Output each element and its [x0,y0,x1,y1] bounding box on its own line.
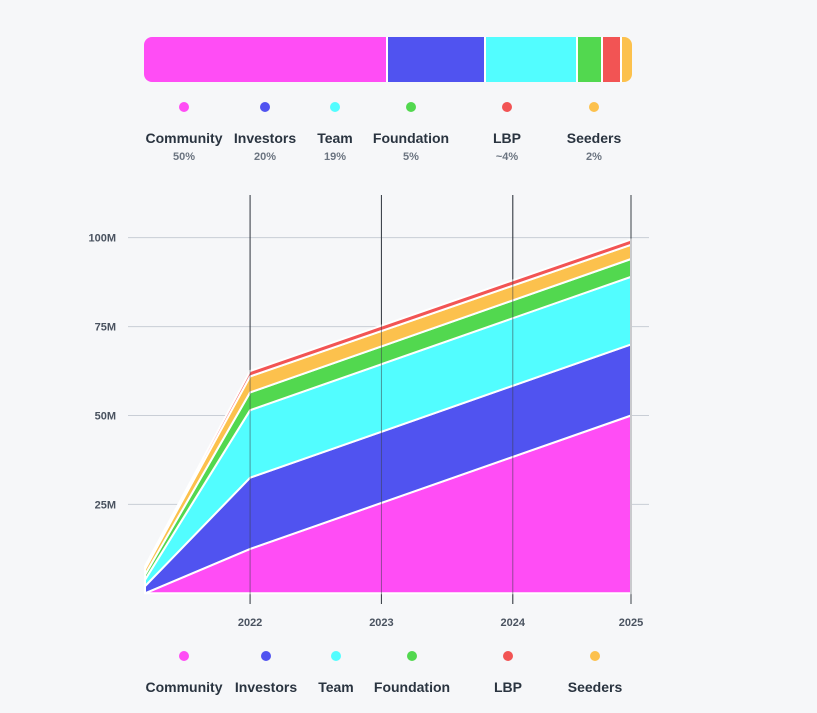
bar-segment-lbp [602,37,623,82]
y-tick-label: 75M [95,322,116,334]
x-tick-label: 2025 [619,617,643,629]
legend-label: LBP [494,679,522,695]
legend-item-community: Community 50% [129,102,239,163]
legend-item-investors: Investors [211,651,321,695]
legend-label: Community [145,679,223,695]
legend-dot-icon [330,102,340,112]
legend-dot-icon [331,651,341,661]
bar-segment-community [144,37,388,82]
legend-item-lbp: LBP [453,651,563,695]
legend-label: Foundation [373,679,451,695]
legend-item-community: Community [129,651,239,695]
legend-label: Investors [234,679,298,695]
legend-dot-icon [502,102,512,112]
legend-item-investors: Investors 20% [210,102,320,163]
bar-segment-seeders [622,37,632,82]
legend-dot-icon [589,102,599,112]
legend-percent: ~4% [495,151,519,163]
bar-segment-foundation [578,37,603,82]
legend-item-team: Team [281,651,391,695]
legend-dot-icon [503,651,513,661]
legend-item-lbp: LBP ~4% [452,102,562,163]
legend-label: Investors [233,130,297,146]
legend-item-foundation: Foundation 5% [356,102,466,163]
legend-label: Seeders [567,679,623,695]
legend-item-team: Team 19% [280,102,390,163]
y-tick-label: 25M [95,499,116,511]
legend-percent: 20% [253,151,277,163]
legend-label: Foundation [372,130,450,146]
y-tick-label: 50M [95,411,116,423]
legend-item-seeders: Seeders [540,651,650,695]
x-tick-label: 2022 [238,617,262,629]
legend-dot-icon [590,651,600,661]
legend-percent: 50% [172,151,196,163]
legend-label: Community [145,130,223,146]
bar-segment-investors [388,37,486,82]
allocation-stacked-bar [144,37,632,82]
legend-percent: 19% [323,151,347,163]
legend-item-seeders: Seeders 2% [539,102,649,163]
legend-dot-icon [260,102,270,112]
legend-dot-icon [179,651,189,661]
bar-segment-team [485,37,579,82]
legend-label: Team [318,679,354,695]
legend-dot-icon [407,651,417,661]
legend-dot-icon [406,102,416,112]
legend-item-foundation: Foundation [357,651,467,695]
legend-label: Team [317,130,353,146]
y-tick-label: 100M [88,233,116,245]
legend-dot-icon [179,102,189,112]
legend-percent: 5% [403,151,419,163]
legend-dot-icon [261,651,271,661]
legend-label: LBP [493,130,521,146]
legend-percent: 2% [586,151,602,163]
x-tick-label: 2023 [369,617,393,629]
x-tick-label: 2024 [501,617,526,629]
legend-label: Seeders [566,130,622,146]
